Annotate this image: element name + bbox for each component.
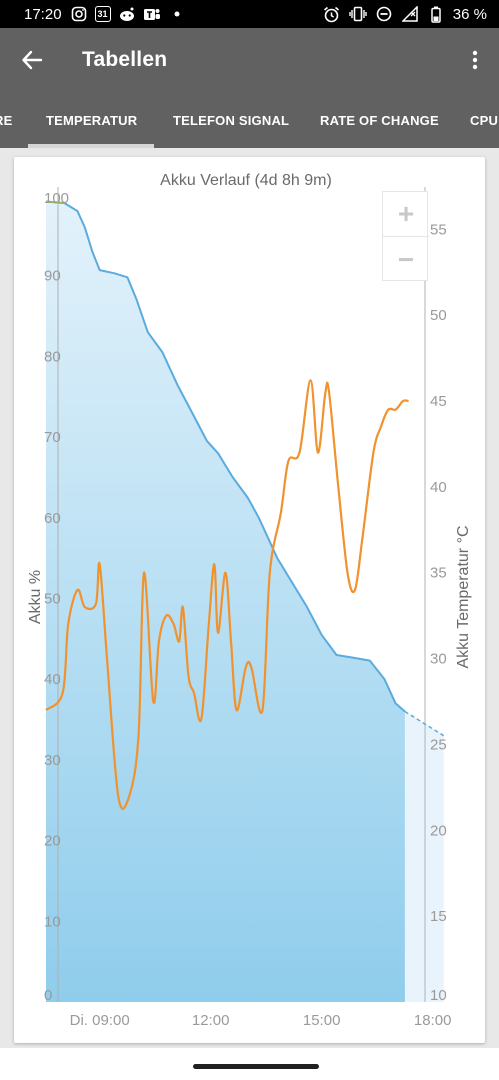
temperature-series-line — [45, 379, 409, 810]
y-axis-label-left: Akku % — [27, 570, 44, 624]
y-tick-label-right: 40 — [430, 479, 447, 496]
y-tick-label-left: 50 — [44, 591, 61, 608]
y-tick-label-right: 10 — [430, 987, 447, 1004]
y-tick-label-right: 55 — [430, 221, 447, 238]
y-tick-label-right: 35 — [430, 565, 447, 582]
y-tick-label-right: 25 — [430, 736, 447, 753]
tab-cpu[interactable]: CPU — [470, 112, 499, 128]
dot-icon — [168, 5, 186, 23]
signal-icon — [401, 5, 419, 23]
zoom-controls: + − — [382, 191, 429, 281]
tab-rate-of-change[interactable]: RATE OF CHANGE — [320, 112, 439, 128]
battery-full-charge-segment — [45, 200, 65, 205]
x-tick-label: 18:00 — [414, 1012, 452, 1029]
home-gesture-handle[interactable] — [193, 1064, 319, 1069]
battery-area — [46, 201, 405, 1002]
y-tick-label-right: 50 — [430, 307, 447, 324]
instagram-icon — [70, 5, 88, 23]
zoom-in-button[interactable]: + — [383, 192, 429, 237]
y-tick-label-left: 0 — [44, 987, 52, 1004]
y-tick-label-right: 20 — [430, 822, 447, 839]
x-tick-label: 12:00 — [192, 1012, 230, 1029]
y-tick-label-right: 45 — [430, 393, 447, 410]
y-axis-label-right: Akku Temperatur °C — [455, 525, 472, 668]
vibrate-icon — [349, 5, 367, 23]
calendar-icon: 31 — [94, 6, 111, 22]
y-tick-label-left: 10 — [44, 913, 61, 930]
y-tick-label-left: 100 — [44, 190, 69, 207]
alarm-icon — [323, 5, 341, 23]
y-tick-label-left: 30 — [44, 752, 61, 769]
page-title: Tabellen — [82, 48, 168, 71]
x-tick-label: 15:00 — [303, 1012, 341, 1029]
y-tick-label-left: 70 — [44, 429, 61, 446]
y-tick-label-left: 90 — [44, 268, 61, 285]
y-tick-label-right: 30 — [430, 651, 447, 668]
zoom-out-button[interactable]: − — [397, 243, 415, 275]
tab-bar: RE TEMPERATUR TELEFON SIGNAL RATE OF CHA… — [0, 92, 499, 148]
tab-temperatur[interactable]: TEMPERATUR — [46, 112, 138, 128]
battery-temperature-chart[interactable]: 0 10 20 30 40 50 60 70 80 90 100 10 15 20 25 30 35 40 45 50… — [14, 157, 485, 1043]
active-tab-indicator — [28, 144, 154, 148]
y-tick-label-left: 80 — [44, 348, 61, 365]
status-bar: 17:20 31 36 % — [0, 0, 499, 28]
battery-series-line — [45, 200, 406, 713]
back-button[interactable] — [0, 28, 64, 92]
arrow-left-icon — [22, 50, 43, 70]
reddit-icon — [118, 5, 136, 23]
battery-icon — [427, 5, 445, 23]
status-time: 17:20 — [24, 5, 62, 23]
battery-percent: 36 % — [452, 5, 487, 23]
battery-prediction-line — [404, 710, 445, 737]
battery-prediction-area — [404, 711, 444, 1002]
y-tick-label-left: 60 — [44, 510, 61, 527]
more-vert-icon — [472, 50, 478, 70]
y-tick-label-left: 40 — [44, 671, 61, 688]
y-tick-label-left: 20 — [44, 833, 61, 850]
chart-card: 0 10 20 30 40 50 60 70 80 90 100 10 15 20 25 30 35 40 45 50… — [14, 157, 485, 1043]
overflow-menu-button[interactable] — [451, 28, 499, 92]
tab-telefon-signal[interactable]: TELEFON SIGNAL — [173, 112, 290, 128]
tab-previous[interactable]: RE — [0, 112, 13, 128]
teams-icon — [143, 5, 161, 23]
app-bar: Tabellen — [0, 28, 499, 92]
chart-title: Akku Verlauf (4d 8h 9m) — [160, 172, 332, 189]
x-tick-label: Di. 09:00 — [70, 1012, 130, 1029]
y-tick-label-right: 15 — [430, 908, 447, 925]
dnd-icon — [375, 5, 393, 23]
